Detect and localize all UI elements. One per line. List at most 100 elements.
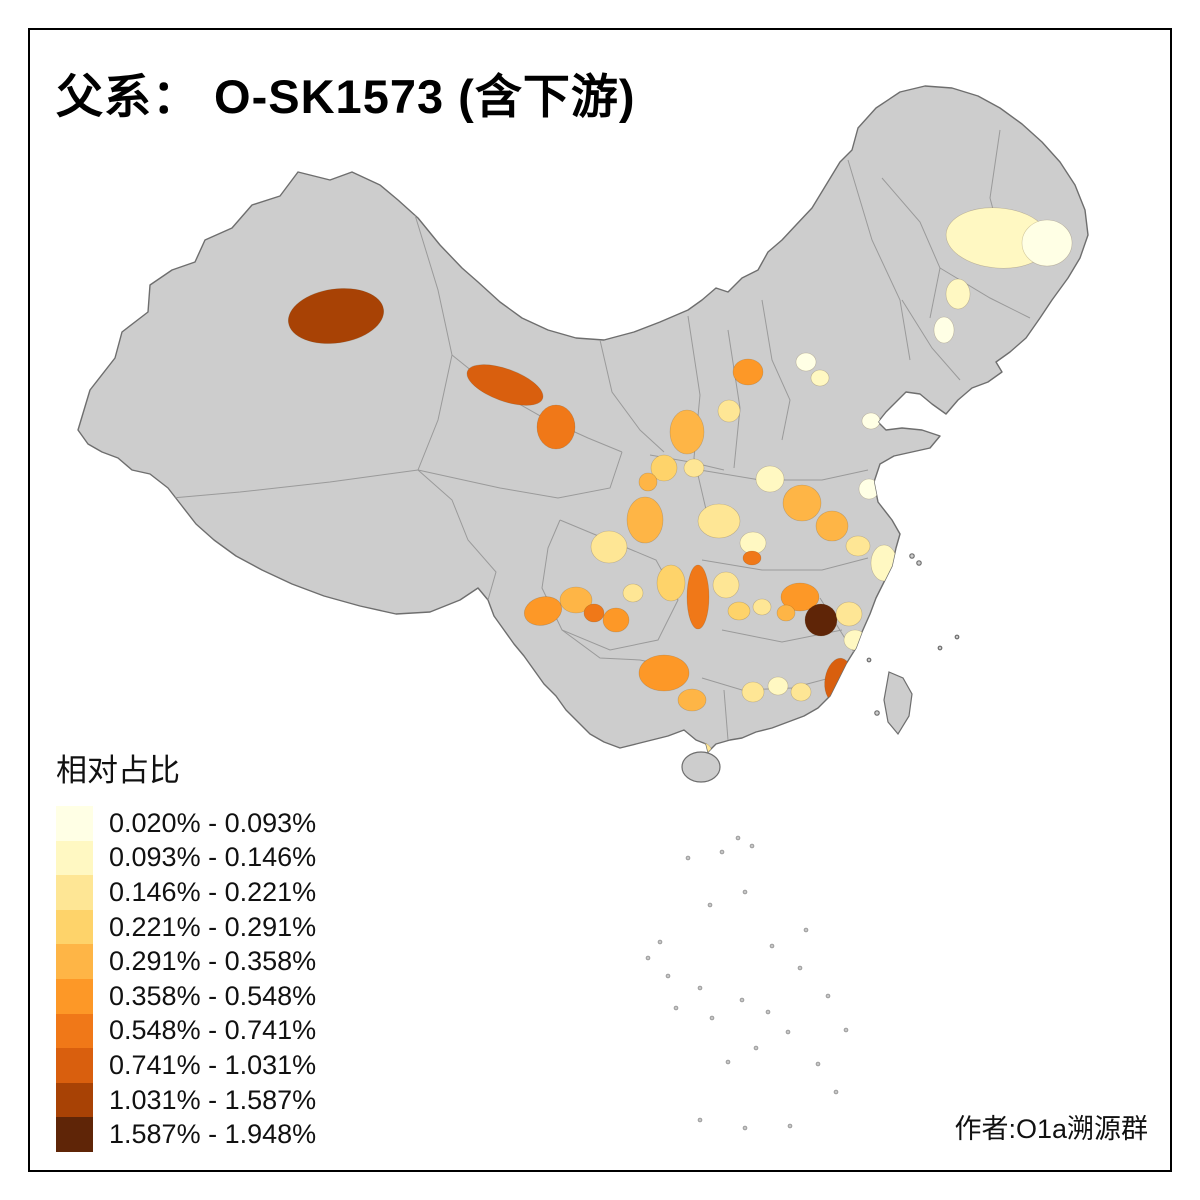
region-patch [804, 603, 838, 637]
south-china-sea-islands [645, 835, 849, 1131]
region-patch [780, 582, 820, 612]
map-title: 父系： O-SK1573 (含下游) [56, 70, 636, 123]
legend-swatch [56, 840, 93, 876]
region-patch [686, 564, 710, 630]
legend-label: 0.020% - 0.093% [109, 807, 317, 838]
scs-islet [665, 973, 671, 979]
scs-islet [843, 1027, 849, 1033]
region-patch [466, 364, 544, 406]
region-patch [790, 682, 812, 702]
legend-label: 0.291% - 0.358% [109, 946, 317, 977]
colored-regions [288, 207, 1073, 752]
region-patch [683, 458, 705, 478]
region-patch [897, 536, 915, 554]
region-patch [776, 604, 796, 622]
author-credit: 作者:O1a溯源群 [954, 1114, 1148, 1144]
scs-islet [785, 1029, 791, 1035]
legend-row: 0.221% - 0.291% [56, 909, 317, 945]
legend-row: 0.093% - 0.146% [56, 840, 317, 876]
legend-label: 0.548% - 0.741% [109, 1015, 317, 1046]
region-patch [742, 550, 762, 566]
taiwan-island [883, 671, 913, 736]
region-patch [583, 603, 605, 623]
region-patch [782, 484, 822, 522]
legend-row: 0.741% - 1.031% [56, 1048, 316, 1083]
region-patch [590, 530, 628, 564]
scs-islet [645, 955, 651, 961]
scs-islet [787, 1123, 793, 1129]
region-patch [843, 629, 867, 651]
legend-rows: 0.020% - 0.093% 0.093% - 0.146% 0.146% - 0… [56, 806, 316, 1152]
scs-islet [697, 1117, 703, 1123]
scs-islet [749, 843, 755, 849]
region-patch [626, 496, 664, 544]
region-patch [602, 607, 630, 633]
legend-row: 1.587% - 1.948% [56, 1117, 316, 1152]
legend-title: 相对占比 [56, 753, 180, 788]
legend-label: 0.093% - 0.146% [109, 842, 317, 873]
region-patch [559, 586, 593, 614]
region-patch [795, 352, 817, 372]
region-patch [650, 454, 678, 482]
region-patch [638, 654, 690, 692]
region-patch [638, 472, 658, 492]
legend-swatch [56, 1048, 93, 1083]
legend-swatch [56, 1013, 93, 1049]
islands [681, 553, 960, 783]
scs-islet [709, 1015, 715, 1021]
scs-islet [825, 993, 831, 999]
legend-label: 0.221% - 0.291% [109, 911, 317, 942]
scs-islet [707, 902, 713, 908]
scs-islet [815, 1061, 821, 1067]
scs-islet [739, 997, 745, 1003]
legend-swatch [56, 875, 93, 910]
legend-swatch [56, 944, 93, 979]
legend-swatch [56, 1117, 93, 1152]
coastal-islet [937, 645, 943, 651]
legend: 相对占比 0.020% - 0.093% 0.093% - 0.146% 0.146… [56, 745, 316, 1152]
region-patch [945, 278, 971, 310]
scs-islet [803, 927, 809, 933]
scs-islet [673, 1005, 679, 1011]
legend-row: 0.291% - 0.358% [56, 944, 316, 979]
scs-islet [797, 965, 803, 971]
region-patch [712, 571, 740, 599]
scs-islet [769, 943, 775, 949]
legend-label: 0.358% - 0.548% [109, 980, 317, 1011]
legend-row: 1.031% - 1.587% [56, 1082, 317, 1118]
scs-islet [833, 1089, 839, 1095]
region-patch [810, 369, 830, 387]
region-patch [1021, 219, 1073, 267]
scs-islet [765, 1009, 771, 1015]
region-patch [845, 535, 871, 557]
legend-label: 1.031% - 1.587% [109, 1084, 317, 1115]
region-patch [835, 601, 863, 627]
region-patch [523, 596, 563, 626]
hainan-island [681, 751, 721, 783]
coastal-islet [909, 553, 915, 559]
region-patch [727, 601, 751, 621]
region-patch [815, 510, 849, 542]
legend-label: 1.587% - 1.948% [109, 1119, 317, 1150]
legend-row: 0.548% - 0.741% [56, 1013, 317, 1049]
legend-swatch [56, 909, 93, 945]
region-patch [669, 409, 705, 455]
scs-islet [753, 1045, 759, 1051]
scs-islet [719, 849, 725, 855]
legend-swatch [56, 806, 93, 841]
legend-row: 0.020% - 0.093% [56, 806, 316, 841]
coastal-islet [916, 560, 922, 566]
region-patch [288, 288, 384, 344]
region-patch [717, 399, 741, 423]
region-patch [752, 598, 772, 616]
coastal-islet [866, 657, 872, 663]
scs-islet [735, 835, 741, 841]
region-patch [536, 404, 576, 450]
scs-islet [657, 939, 663, 945]
china-mainland [77, 85, 1089, 753]
region-patch [767, 676, 789, 696]
scs-islet [697, 985, 703, 991]
region-patch [933, 316, 955, 344]
region-patch [886, 577, 908, 603]
